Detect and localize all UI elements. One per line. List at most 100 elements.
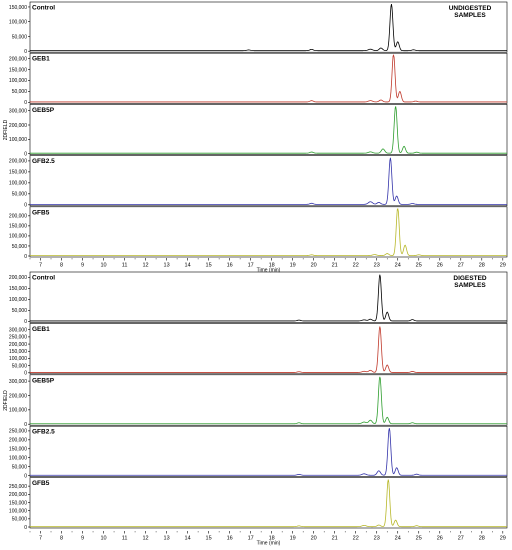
y-tick-label: 150,000	[9, 500, 27, 506]
x-tick-label: 25	[416, 536, 422, 542]
panel-frame	[29, 323, 508, 375]
x-tick-label: 17	[248, 536, 254, 542]
x-tick-label: 9	[81, 263, 84, 269]
panel-frame	[29, 104, 508, 155]
x-tick-label: 20	[311, 263, 317, 269]
x-tick-label: 29	[500, 536, 506, 542]
panel-geb1: 0 50,000 100,000 150,000 200,000 GEB1	[9, 52, 508, 106]
y-tick-label: 100,000	[9, 508, 27, 514]
panel-geb1: 0 50,000100,000150,000200,000250,000300,0…	[9, 323, 508, 377]
trace-line	[30, 326, 507, 373]
x-tick-label: 15	[206, 263, 212, 269]
chart-title: DIGESTED SAMPLES	[453, 275, 487, 289]
y-tick-label: 250,000	[9, 429, 27, 435]
x-tick-label: 26	[437, 536, 443, 542]
x-tick-label: 21	[332, 536, 338, 542]
sample-label: GEB1	[32, 326, 50, 333]
y-tick-label: 50,000	[12, 363, 28, 369]
y-tick-label: 200,000	[9, 275, 27, 281]
x-tick-label: 13	[164, 536, 170, 542]
panel-frame	[29, 155, 508, 207]
y-tick-label: 100,000	[9, 234, 27, 240]
x-tick-label: 24	[395, 263, 401, 269]
y-tick-label: 50,000	[12, 517, 28, 523]
x-tick-label: 13	[164, 263, 170, 269]
panel-geb5p: 0 100,000 200,000 300,000 GEB5P	[9, 104, 508, 157]
x-tick-label: 23	[374, 536, 380, 542]
sample-label: GFB5	[32, 480, 50, 487]
panel-frame	[29, 374, 508, 426]
y-tick-label: 0	[24, 371, 27, 377]
x-tick-label: 10	[100, 536, 106, 542]
x-tick-label: 14	[185, 536, 191, 542]
y-axis-label: 2DFIELD	[3, 390, 9, 411]
x-tick-label: 27	[458, 263, 464, 269]
trace-line	[30, 479, 507, 528]
x-tick-label: 27	[458, 536, 464, 542]
sample-label: GEB5P	[32, 107, 55, 114]
y-tick-label: 150,000	[9, 349, 27, 355]
y-tick-label: 50,000	[12, 464, 28, 470]
y-tick-label: 50,000	[12, 192, 28, 198]
x-tick-label: 18	[269, 536, 275, 542]
x-tick-label: 20	[311, 536, 317, 542]
y-tick-label: 250,000	[9, 335, 27, 341]
trace-line	[30, 54, 507, 103]
trace-line	[30, 157, 507, 205]
panel-frame	[29, 206, 508, 258]
sample-label: GEB5P	[32, 377, 55, 384]
x-tick-label: 24	[395, 536, 401, 542]
y-tick-label: 200,000	[9, 393, 27, 399]
x-tick-label: 28	[479, 536, 485, 542]
panel-gfb5: 0 50,000 100,000 150,000 200,000 GFB5	[9, 206, 508, 260]
y-tick-label: 100,000	[9, 356, 27, 362]
y-tick-label: 100,000	[9, 297, 27, 303]
x-tick-label: 11	[122, 263, 128, 269]
y-tick-label: 150,000	[9, 447, 27, 453]
trace-line	[30, 428, 507, 476]
y-tick-label: 100,000	[9, 78, 27, 84]
panel-control: 0 50,000 100,000 150,000 Control	[9, 1, 508, 55]
y-tick-label: 200,000	[9, 492, 27, 498]
y-tick-label: 0	[24, 319, 27, 325]
panel-gfb5: 0 50,000 100,000 150,000 200,000 250,000 GFB5	[9, 477, 508, 531]
panel-frame	[29, 271, 508, 323]
x-tick-label: 15	[206, 536, 212, 542]
y-tick-label: 150,000	[9, 170, 27, 176]
trace-line	[30, 3, 507, 52]
x-tick-label: 22	[353, 263, 359, 269]
y-tick-label: 0	[24, 203, 27, 209]
y-tick-label: 50,000	[12, 34, 28, 40]
panel-gfb2-5: 0 50,000 100,000 150,000 200,000 GFB2.5	[9, 155, 508, 209]
y-tick-label: 200,000	[9, 214, 27, 220]
x-tick-label: 28	[479, 263, 485, 269]
x-tick-label: 12	[143, 536, 149, 542]
x-tick-label: 18	[269, 263, 275, 269]
y-tick-label: 0	[24, 525, 27, 531]
y-tick-label: 200,000	[9, 56, 27, 62]
trace-line	[30, 207, 507, 256]
y-tick-label: 0	[24, 422, 27, 428]
x-axis-label: Time (min)	[257, 541, 281, 547]
panel-gfb2-5: 0 50,000 100,000 150,000 200,000 250,000 GFB2.…	[9, 425, 508, 479]
y-tick-label: 50,000	[12, 89, 28, 95]
y-tick-label: 50,000	[12, 308, 28, 314]
x-tick-label: 7	[39, 263, 42, 269]
y-tick-label: 200,000	[9, 123, 27, 129]
x-tick-label: 16	[227, 263, 233, 269]
sample-label: GEB1	[32, 56, 50, 63]
panel-frame	[29, 425, 508, 477]
x-tick-label: 12	[143, 263, 149, 269]
y-tick-label: 100,000	[9, 408, 27, 414]
x-tick-label: 19	[290, 263, 296, 269]
y-tick-label: 100,000	[9, 137, 27, 143]
y-axis-label: 2DFIELD	[3, 119, 9, 140]
y-tick-label: 150,000	[9, 286, 27, 292]
x-tick-label: 9	[81, 536, 84, 542]
y-tick-label: 100,000	[9, 456, 27, 462]
chart-block-1: 0 50,000 100,000 150,000 Control 0 50,000 100,0…	[3, 1, 508, 274]
y-tick-label: 0	[24, 254, 27, 260]
sample-label: GFB2.5	[32, 429, 55, 436]
x-tick-label: 25	[416, 263, 422, 269]
